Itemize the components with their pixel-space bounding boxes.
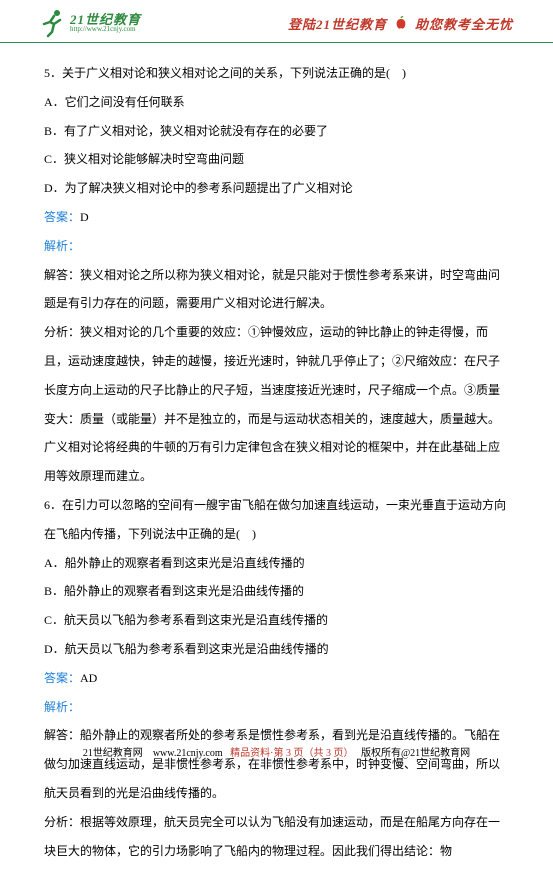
explain-label: 解析： xyxy=(44,239,80,253)
footer-url: www.21cnjy.com xyxy=(153,748,223,759)
q6-option-b: B．船外静止的观察者看到这束光是沿曲线传播的 xyxy=(44,577,509,606)
footer-brand: 21世纪教育网 xyxy=(83,748,143,759)
q5-answer: 答案：D xyxy=(44,203,509,232)
q5-option-d: D．为了解决狭义相对论中的参考系问题提出了广义相对论 xyxy=(44,174,509,203)
runner-icon xyxy=(40,8,66,38)
q6-answer: 答案：AD xyxy=(44,664,509,693)
footer-mid: 精品资料·第 3 页（共 3 页） xyxy=(230,748,353,759)
slogan-right: 助您教考全无忧 xyxy=(415,14,513,33)
q6-answer-value: AD xyxy=(80,671,97,685)
q6-option-d: D．航天员以飞船为参考系看到这束光是沿曲线传播的 xyxy=(44,635,509,664)
q6-stem: 6．在引力可以忽略的空间有一艘宇宙飞船在做匀加速直线运动，一束光垂直于运动方向在… xyxy=(44,491,509,549)
footer-right: 版权所有@21世纪教育网 xyxy=(361,748,470,759)
answer-label: 答案： xyxy=(44,210,80,224)
q6-option-c: C．航天员以飞船为参考系看到这束光是沿直线传播的 xyxy=(44,606,509,635)
apple-icon xyxy=(393,15,409,31)
q5-explain-label: 解析： xyxy=(44,232,509,261)
slogan-block: 登陆21世纪教育 助您教考全无忧 xyxy=(288,14,513,33)
q5-analysis: 分析：狭义相对论的几个重要的效应：①钟慢效应，运动的钟比静止的钟走得慢，而且，运… xyxy=(44,318,509,491)
q5-explain-body: 解答：狭义相对论之所以称为狭义相对论，就是只能对于惯性参考系来讲，时空弯曲问题是… xyxy=(44,261,509,319)
q5-answer-value: D xyxy=(80,210,89,224)
q6-analysis: 分析：根据等效原理，航天员完全可以认为飞船没有加速运动，而是在船尾方向存在一块巨… xyxy=(44,808,509,866)
q5-stem: 5．关于广义相对论和狭义相对论之间的关系，下列说法正确的是( ) xyxy=(44,59,509,88)
q5-option-b: B．有了广义相对论，狭义相对论就没有存在的必要了 xyxy=(44,117,509,146)
q6-option-a: A．船外静止的观察者看到这束光是沿直线传播的 xyxy=(44,549,509,578)
answer-label: 答案： xyxy=(44,671,80,685)
explain-label: 解析： xyxy=(44,700,80,714)
page-footer: 21世纪教育网 www.21cnjy.com 精品资料·第 3 页（共 3 页）… xyxy=(0,744,553,759)
brand-url: http://www.21cnjy.com xyxy=(70,26,141,33)
q6-explain-label: 解析： xyxy=(44,693,509,722)
logo-block: 21世纪教育 http://www.21cnjy.com xyxy=(40,8,141,38)
slogan-left: 登陆21世纪教育 xyxy=(288,14,387,33)
q5-option-a: A．它们之间没有任何联系 xyxy=(44,88,509,117)
logo-text: 21世纪教育 http://www.21cnjy.com xyxy=(70,13,141,33)
page-header: 21世纪教育 http://www.21cnjy.com 登陆21世纪教育 助您… xyxy=(0,0,553,43)
q5-option-c: C．狭义相对论能够解决时空弯曲问题 xyxy=(44,145,509,174)
